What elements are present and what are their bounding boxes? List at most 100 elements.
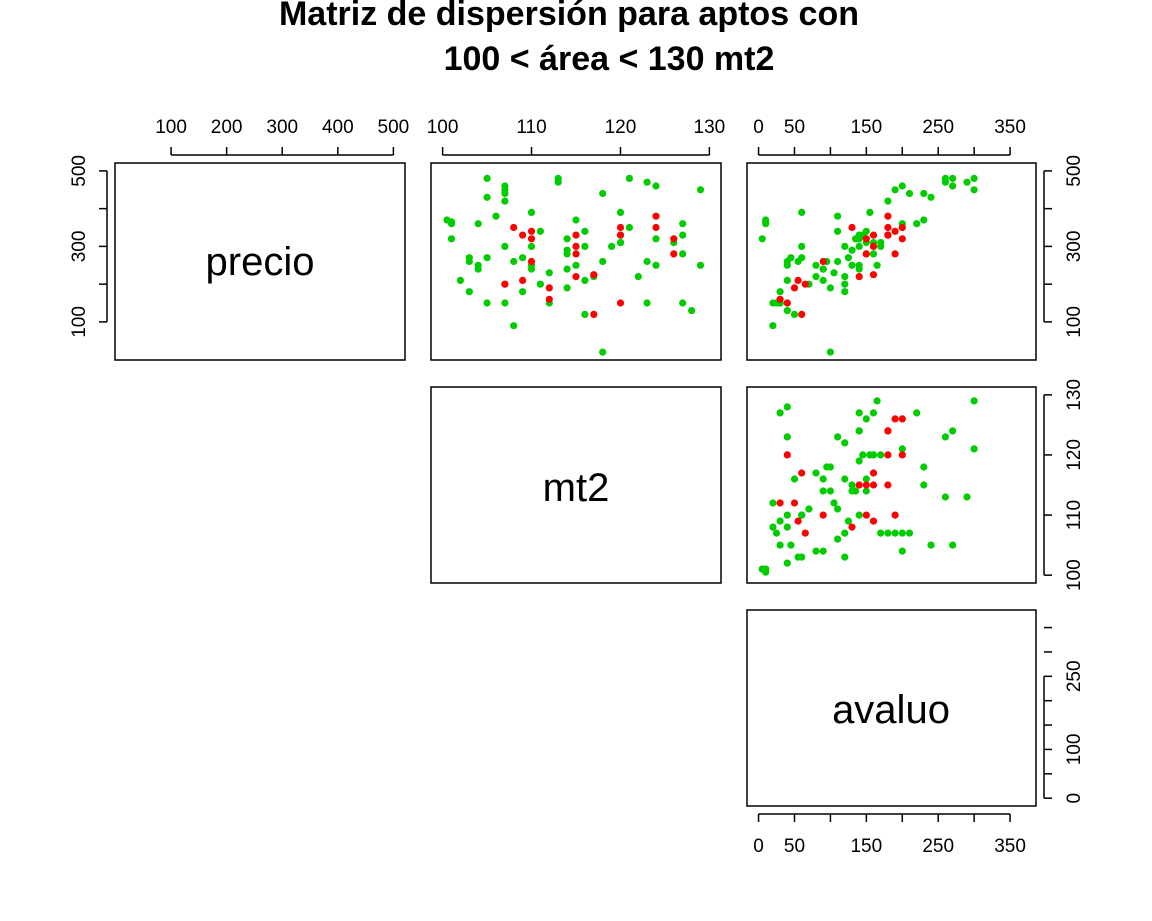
precio-vs-avaluo-point-red (783, 299, 791, 307)
precio-vs-mt2-point-green (527, 265, 536, 273)
mt2-vs-avaluo-point-green (852, 487, 860, 495)
precio-vs-avaluo-point-green (855, 242, 863, 250)
precio-vs-avaluo-point-green (891, 186, 899, 194)
precio-vs-avaluo-point-green (963, 178, 971, 186)
precio-vs-mt2-point-green (563, 284, 571, 292)
precio-vs-avaluo-point-red (869, 231, 878, 239)
mt2-vs-avaluo-point-green (862, 415, 870, 423)
precio-vs-mt2-point-red (616, 299, 625, 307)
precio-vs-avaluo-point-green (783, 307, 791, 315)
mt2-vs-avaluo-point-green (970, 445, 978, 453)
precio-vs-avaluo-point-green (769, 299, 777, 307)
precio-vs-avaluo-point-green (834, 257, 842, 266)
avaluo-bottom-tick-label: 150 (850, 836, 882, 857)
precio-vs-avaluo-point-red (862, 235, 870, 243)
mt2-vs-avaluo-point-red (869, 469, 878, 477)
precio-vs-mt2-point-green (679, 299, 687, 307)
precio-vs-mt2-point-green (483, 174, 491, 182)
precio-vs-avaluo-point-green (873, 261, 881, 269)
precio-vs-mt2-point-red (501, 280, 509, 288)
avaluo-bottom-tick-label: 250 (922, 836, 954, 857)
mt2-vs-avaluo-point-green (941, 493, 950, 501)
avaluo-right-tick-label: 0 (1064, 793, 1085, 804)
precio-vs-mt2-point-green (581, 310, 589, 318)
mt2-vs-avaluo-point-green (862, 487, 870, 495)
precio-vs-mt2-point-green (616, 208, 625, 216)
precio-vs-mt2-point-green (688, 307, 696, 315)
precio-vs-mt2-point-red (616, 223, 625, 232)
precio-vs-mt2-point-green (456, 276, 464, 284)
precio-vs-avaluo-point-red (798, 310, 806, 318)
panel-mt2-avaluo (746, 386, 1037, 584)
precio-vs-avaluo-point-green (941, 178, 950, 186)
precio-vs-avaluo-point-green (841, 288, 849, 296)
precio-vs-avaluo-point-green (762, 218, 770, 226)
mt2-vs-avaluo-point-green (884, 529, 892, 537)
chart-title-line1: Matriz de dispersión para aptos con (279, 0, 859, 33)
precio-left-tick-label: 100 (69, 306, 90, 338)
precio-vs-avaluo-point-green (819, 276, 827, 284)
mt2-vs-avaluo-point-green (898, 529, 906, 537)
precio-vs-avaluo-point-red (891, 227, 899, 235)
precio-vs-mt2-point-green (510, 257, 518, 266)
mt2-vs-avaluo-point-red (801, 529, 809, 537)
precio-right-tick-label: 100 (1064, 306, 1085, 338)
precio-vs-mt2-point-green (599, 189, 607, 198)
mt2-vs-avaluo-point-green (862, 475, 870, 483)
precio-vs-mt2-point-green (581, 276, 589, 284)
panel-precio-mt2 (430, 162, 722, 361)
precio-vs-avaluo-point-red (869, 271, 878, 279)
precio-vs-avaluo-point-green (826, 348, 835, 356)
precio-vs-mt2-point-red (670, 235, 678, 243)
precio-vs-avaluo-point-green (855, 261, 863, 269)
mt2-vs-avaluo-point-red (862, 511, 870, 519)
mt2-vs-avaluo-point-green (859, 451, 867, 459)
precio-vs-mt2-point-red (590, 271, 598, 279)
precio-vs-mt2-point-green (563, 265, 571, 273)
precio-vs-mt2-point-green (483, 193, 491, 201)
precio-vs-avaluo-point-red (848, 223, 856, 232)
mt2-vs-avaluo-point-green (866, 451, 874, 459)
precio-vs-mt2-point-green (447, 235, 456, 243)
precio-vs-mt2-point-red (545, 284, 553, 292)
precio-vs-mt2-point-red (652, 223, 660, 232)
panel-precio-diag (114, 162, 406, 361)
mt2-vs-avaluo-point-green (891, 529, 899, 537)
precio-vs-avaluo-point-red (884, 231, 892, 239)
precio-vs-mt2-point-green (527, 242, 536, 250)
mt2-vs-avaluo-point-red (790, 499, 799, 507)
precio-vs-mt2-point-green (581, 227, 589, 235)
precio-vs-mt2-point-red (527, 257, 536, 266)
precio-vs-mt2-point-green (572, 261, 580, 269)
mt2-vs-avaluo-point-green (769, 523, 777, 531)
precio-vs-avaluo-point-green (812, 273, 820, 281)
avaluo-top-tick-label: 50 (784, 117, 805, 138)
precio-vs-mt2-point-green (510, 322, 518, 330)
precio-vs-avaluo-point-green (913, 220, 921, 228)
precio-vs-mt2-point-green (652, 182, 660, 190)
mt2-vs-avaluo-point-red (884, 451, 892, 459)
mt2-vs-avaluo-point-green (834, 433, 842, 441)
precio-vs-mt2-point-green (643, 299, 651, 307)
mt2-vs-avaluo-point-green (830, 499, 838, 507)
precio-vs-avaluo-point-green (798, 254, 806, 262)
mt2-vs-avaluo-point-red (898, 415, 906, 423)
precio-vs-mt2-point-red (527, 235, 536, 243)
precio-vs-avaluo-point-green (841, 242, 849, 250)
precio-vs-avaluo-point-red (884, 212, 892, 220)
mt2-vs-avaluo-point-green (798, 511, 806, 519)
avaluo-right-tick-label: 100 (1064, 734, 1085, 766)
precio-vs-mt2-point-green (501, 186, 509, 194)
precio-vs-mt2-point-green (519, 254, 527, 262)
precio-vs-mt2-point-green (572, 216, 580, 224)
mt2-vs-avaluo-point-green (941, 433, 950, 441)
mt2-vs-avaluo-point-red (891, 511, 899, 519)
precio-top-tick-label: 500 (378, 117, 410, 138)
mt2-vs-avaluo-point-green (783, 559, 791, 567)
precio-vs-mt2-point-red (572, 273, 580, 281)
mt2-vs-avaluo-point-green (783, 523, 791, 531)
precio-vs-avaluo-point-green (970, 174, 978, 182)
avaluo-bottom-tick-label: 0 (753, 836, 764, 857)
mt2-vs-avaluo-point-green (970, 397, 978, 405)
precio-vs-avaluo-point-green (848, 261, 856, 269)
